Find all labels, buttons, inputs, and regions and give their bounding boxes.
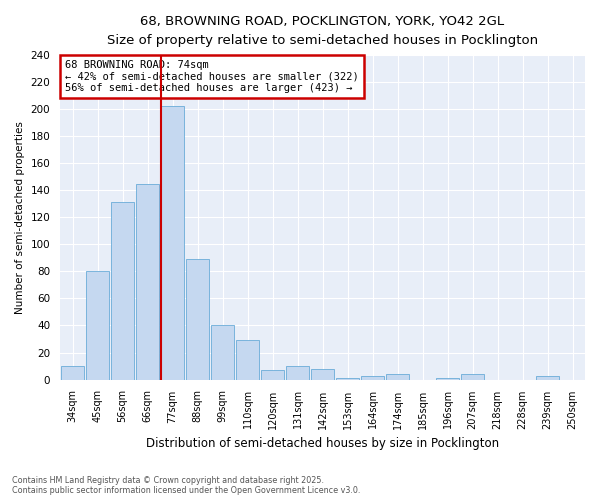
Bar <box>461 374 484 380</box>
Text: 68 BROWNING ROAD: 74sqm
← 42% of semi-detached houses are smaller (322)
56% of s: 68 BROWNING ROAD: 74sqm ← 42% of semi-de… <box>65 60 359 93</box>
Text: Contains HM Land Registry data © Crown copyright and database right 2025.
Contai: Contains HM Land Registry data © Crown c… <box>12 476 361 495</box>
Bar <box>186 259 209 380</box>
Bar <box>236 340 259 380</box>
Bar <box>136 184 159 380</box>
Y-axis label: Number of semi-detached properties: Number of semi-detached properties <box>15 121 25 314</box>
Bar <box>61 366 84 380</box>
Bar <box>286 366 309 380</box>
Bar <box>361 376 384 380</box>
Bar <box>111 202 134 380</box>
Bar <box>261 370 284 380</box>
Bar <box>161 106 184 380</box>
Bar <box>86 272 109 380</box>
Bar <box>386 374 409 380</box>
Bar <box>536 376 559 380</box>
Bar <box>336 378 359 380</box>
X-axis label: Distribution of semi-detached houses by size in Pocklington: Distribution of semi-detached houses by … <box>146 437 499 450</box>
Bar <box>311 369 334 380</box>
Bar <box>436 378 459 380</box>
Title: 68, BROWNING ROAD, POCKLINGTON, YORK, YO42 2GL
Size of property relative to semi: 68, BROWNING ROAD, POCKLINGTON, YORK, YO… <box>107 15 538 47</box>
Bar <box>211 326 234 380</box>
